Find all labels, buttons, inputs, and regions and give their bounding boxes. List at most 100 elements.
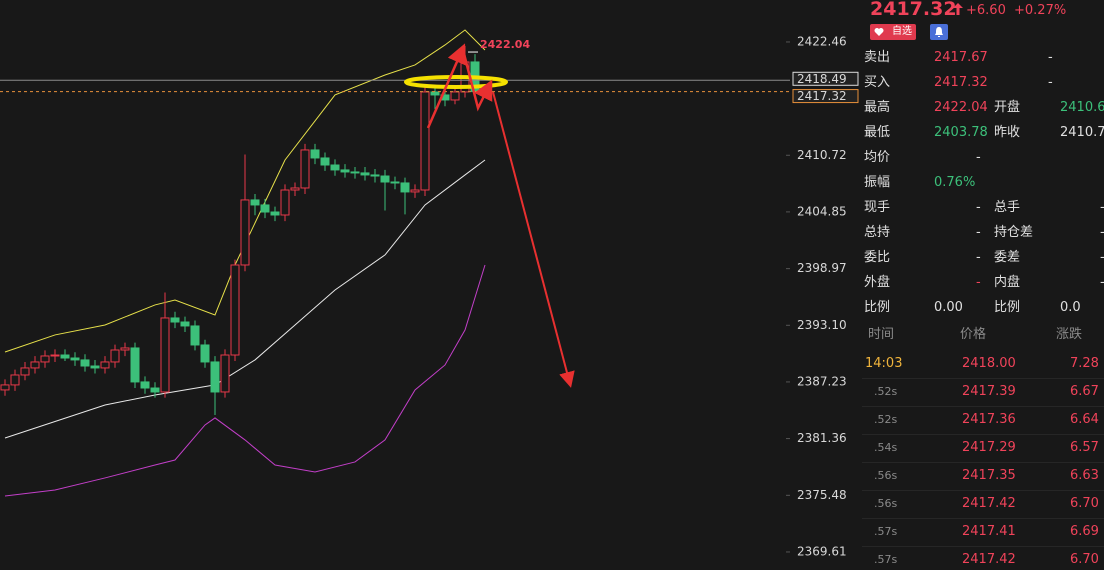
candle-body [310,149,320,159]
candle-body [340,169,350,173]
candle-body [450,91,460,101]
row-value: - [976,225,981,240]
trade-header: 时间 价格 涨跌 [862,322,1104,348]
candle-body [220,354,230,393]
candle-body [140,381,150,389]
row-value: - [976,150,981,165]
row-value2: - [1100,220,1104,245]
alert-button[interactable] [930,24,948,40]
price-label: 2417.32 [797,89,847,103]
trade-change: 7.28 [1070,356,1099,371]
trade-time: 14:03 [865,356,903,371]
row-label: 振幅 [864,175,891,190]
candle-body [160,317,170,393]
row-value: 2422.04 [934,100,988,115]
trade-change: 6.63 [1070,468,1099,483]
row-value2: - [1100,195,1104,220]
candle-body [40,355,50,363]
row-label2: 昨收 [994,125,1021,140]
candle-body [80,359,90,367]
candle-body [410,189,420,193]
y-tick-label: 2387.23 [797,374,847,388]
candle-body [0,384,10,391]
y-tick-label: 2369.61 [797,544,847,558]
quote-row: 现手-总手- [862,195,1104,220]
row-value: 2403.78 [934,125,988,140]
price-label-box [792,89,859,104]
quote-row: 均价 - [862,145,1104,170]
quote-row: 最低 2403.78 昨收 2410.7 [862,120,1104,145]
trade-row: .52s 2417.39 6.67 [862,378,1104,407]
trade-time: .52s [874,413,898,426]
candle-body [360,172,370,176]
y-tick-label: 2393.10 [797,318,847,332]
trade-row: .56s 2417.42 6.70 [862,490,1104,519]
candle-body [250,199,260,206]
trade-price: 2418.00 [962,356,1016,371]
candle-body [390,181,400,184]
trade-header-cell: 时间 [868,327,895,342]
trade-change: 6.70 [1070,552,1099,567]
trade-row: .52s 2417.36 6.64 [862,406,1104,435]
candle-body [30,361,40,369]
price-label-box [792,71,859,86]
quote-row: 外盘-内盘- [862,270,1104,295]
candle-body [330,164,340,171]
trade-time: .54s [874,441,898,454]
candle-body [200,344,210,363]
candle-body [280,189,290,216]
trade-row: .57s 2417.42 6.70 [862,546,1104,570]
candle-body [90,365,100,369]
candle-body [150,387,160,393]
trade-change: 6.57 [1070,440,1099,455]
row-value: - [976,200,981,215]
arrow-zigzag [461,49,493,112]
watch-button[interactable]: 自选 [870,24,916,40]
price-change: +6.60 [966,3,1006,18]
candle-body [300,149,310,189]
candle-body [420,91,430,191]
candle-body [50,354,60,357]
quote-row: 总持-持仓差- [862,220,1104,245]
row-label2: 比例 [994,300,1021,315]
price-label: 2418.49 [797,72,847,86]
row-value: - [976,250,981,265]
band-line [4,159,486,439]
quote-row: 买入 2417.32 - [862,70,1104,95]
trade-price: 2417.42 [962,496,1016,511]
trade-time: .57s [874,553,898,566]
candle-body [100,361,110,369]
candle-body [430,91,440,96]
row-label: 总持 [864,225,891,240]
row-label: 外盘 [864,275,891,290]
up-arrow [953,3,963,15]
y-tick-label: 2422.46 [797,34,847,48]
heart-icon [874,28,884,36]
row-value2: 2410.7 [1060,125,1104,140]
candle-body [370,174,380,177]
quote-row: 振幅 0.76% [862,170,1104,195]
row-value2: 0.0 [1060,300,1081,315]
quote-row: 委比-委差- [862,245,1104,270]
row-label2: 内盘 [994,275,1021,290]
row-label: 卖出 [864,50,891,65]
candle-body [170,317,180,323]
trade-time: .52s [874,385,898,398]
y-tick-label: 2404.85 [797,204,847,218]
trade-price: 2417.39 [962,384,1016,399]
trade-change: 6.64 [1070,412,1099,427]
row-label: 比例 [864,300,891,315]
trade-price: 2417.42 [962,552,1016,567]
quote-panel: 2417.32 +6.60 +0.27% 自选 卖出 2417.67 - 买入 2417… [862,0,1104,570]
candle-body [230,264,240,356]
y-tick-label: 2398.97 [797,261,847,275]
candle-body [210,361,220,393]
candle-body [130,347,140,383]
candle-body [180,321,190,327]
candle-body [70,357,80,361]
trade-price: 2417.29 [962,440,1016,455]
row-value: 2417.67 [934,50,988,65]
trade-change: 6.70 [1070,496,1099,511]
row-value2: - [1100,270,1104,295]
trade-price: 2417.35 [962,468,1016,483]
